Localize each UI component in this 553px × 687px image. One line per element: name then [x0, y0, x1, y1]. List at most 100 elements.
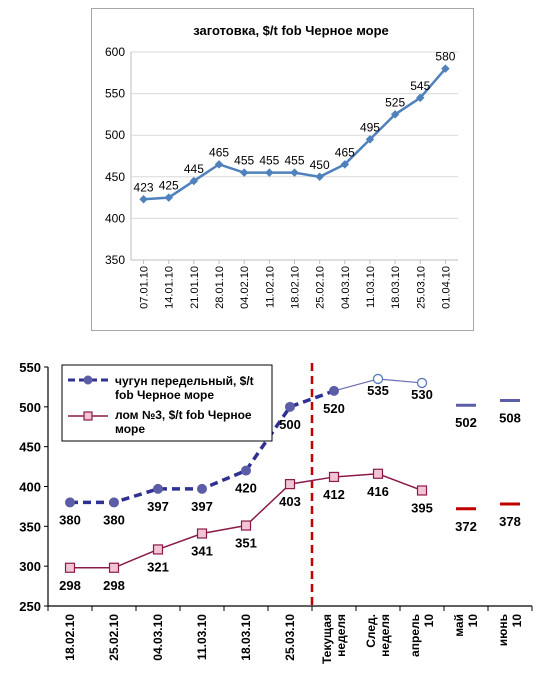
x-tick-label-line: неделя [378, 614, 392, 657]
scrap-data-label: 395 [411, 500, 433, 515]
scrap-point [240, 520, 252, 531]
scrap-point [328, 471, 340, 483]
scrap-point [108, 562, 120, 573]
y-tick-label: 500 [19, 400, 41, 415]
x-tick-label-line: май [452, 614, 466, 637]
pig-iron-scrap-chart-svg: 250 300 350 400 450 500 550 18.02.10 25.02.10 04… [19, 360, 533, 664]
scrap-data-label: 298 [59, 578, 81, 593]
data-label: 455 [234, 154, 254, 168]
data-point [290, 168, 299, 177]
scrap-point [372, 468, 384, 479]
legend-scrap-marker [83, 411, 93, 421]
data-label: 465 [209, 145, 229, 159]
pig-iron-data-label: 380 [103, 512, 125, 527]
scrap-data-label: 351 [235, 536, 257, 551]
pig-iron-data-label: 535 [367, 383, 389, 398]
data-label: 580 [435, 50, 455, 64]
chart-legend: чугун передельный, $/t fob Черное море л… [61, 364, 273, 442]
x-tick-label-line: 25.02.10 [107, 614, 121, 661]
chart-title: заготовка, $/t fob Черное море [193, 23, 389, 38]
data-point [365, 135, 375, 144]
pig-iron-data-label: 502 [455, 415, 477, 430]
data-point [265, 168, 274, 177]
data-label: 445 [184, 162, 204, 176]
scrap-data-label: 298 [103, 578, 125, 593]
data-label: 425 [159, 179, 179, 193]
x-tick-label: май10 [452, 614, 480, 637]
scrap-data-label: 321 [147, 559, 169, 574]
y-tick-label: 350 [105, 253, 125, 267]
x-tick-label: 25.03.10 [283, 614, 297, 661]
y-tick-label: 450 [105, 170, 125, 184]
data-label: 450 [310, 158, 330, 172]
pig-iron-data-label: 508 [499, 410, 521, 425]
x-tick-label: 14.01.10 [164, 266, 176, 309]
data-point [390, 110, 400, 119]
x-tick-label: 25.02.10 [107, 614, 121, 661]
data-label: 495 [360, 120, 380, 134]
x-tick-label: 07.01.10 [139, 266, 151, 309]
pig-iron-point [285, 401, 295, 412]
data-label: 455 [284, 154, 304, 168]
x-tick-label-line: След. [364, 614, 378, 648]
scrap-point [64, 562, 76, 573]
scrap-point [152, 544, 164, 555]
x-tick-label: След.неделя [364, 614, 392, 657]
y-tick-label: 500 [105, 128, 125, 142]
pig-iron-scrap-chart: 250 300 350 400 450 500 550 18.02.10 25.02.10 04… [0, 355, 553, 682]
x-tick-label-line: июнь [496, 614, 510, 646]
x-tick-label: Текущаянеделя [320, 614, 348, 664]
x-tick-label-line: 10 [466, 614, 480, 628]
scrap-point [416, 485, 428, 496]
x-tick-label: 25.03.10 [415, 266, 427, 309]
data-point [315, 172, 324, 182]
legend-pig-iron-label: чугун передельный, $/t fob Черное море [115, 374, 257, 402]
pig-iron-point [329, 385, 339, 396]
data-point [239, 168, 249, 177]
x-tick-label: 11.03.10 [195, 614, 209, 660]
data-point [164, 193, 173, 202]
scrap-data-label: 412 [323, 487, 345, 502]
pig-iron-point [197, 483, 207, 494]
pig-iron-data-label: 397 [191, 499, 213, 514]
data-point [416, 93, 425, 103]
pig-iron-point [153, 483, 163, 494]
pig-iron-point [372, 373, 384, 385]
x-tick-label: 18.02.10 [290, 266, 302, 309]
pig-iron-point [416, 377, 428, 389]
x-tick-label-line: неделя [334, 614, 348, 657]
pig-iron-data-label: 397 [147, 499, 169, 514]
data-label: 455 [259, 154, 279, 168]
pig-iron-data-label: 500 [279, 417, 301, 432]
billet-price-chart: заготовка, $/t fob Черное море 350 400 450… [91, 8, 474, 331]
x-tick-label-line: 18.03.10 [239, 614, 253, 661]
x-tick-label-line: 11.03.10 [195, 614, 209, 660]
billet-price-chart-svg: заготовка, $/t fob Черное море 350 400 450… [91, 8, 474, 331]
chart-border [91, 8, 474, 331]
data-point [189, 176, 199, 186]
x-tick-label: 18.03.10 [239, 614, 253, 661]
x-tick-label: июнь10 [496, 614, 524, 647]
x-tick-label: 04.03.10 [340, 266, 352, 309]
data-point [441, 64, 450, 73]
x-tick-label: 11.03.10 [365, 266, 377, 308]
x-tick-label: апрель10 [408, 614, 436, 657]
data-label: 423 [134, 180, 154, 194]
pig-iron-point [109, 497, 119, 508]
scrap-data-label: 378 [499, 514, 521, 529]
x-tick-label-line: 25.03.10 [283, 614, 297, 661]
pig-iron-data-label: 380 [59, 512, 81, 527]
data-label: 465 [335, 145, 355, 159]
data-point [214, 160, 224, 169]
data-label: 545 [410, 79, 430, 93]
y-tick-label: 400 [19, 480, 41, 495]
pig-iron-data-label: 520 [323, 401, 345, 416]
data-point [340, 160, 350, 169]
y-tick-label: 550 [105, 87, 125, 101]
x-tick-label-line: 10 [422, 614, 436, 628]
legend-scrap-label: лом №3, $/t fob Черное море [115, 408, 255, 436]
scrap-data-label: 416 [367, 484, 389, 499]
scrap-point [284, 479, 296, 490]
pig-iron-point [241, 465, 251, 476]
y-tick-label: 300 [19, 559, 41, 574]
